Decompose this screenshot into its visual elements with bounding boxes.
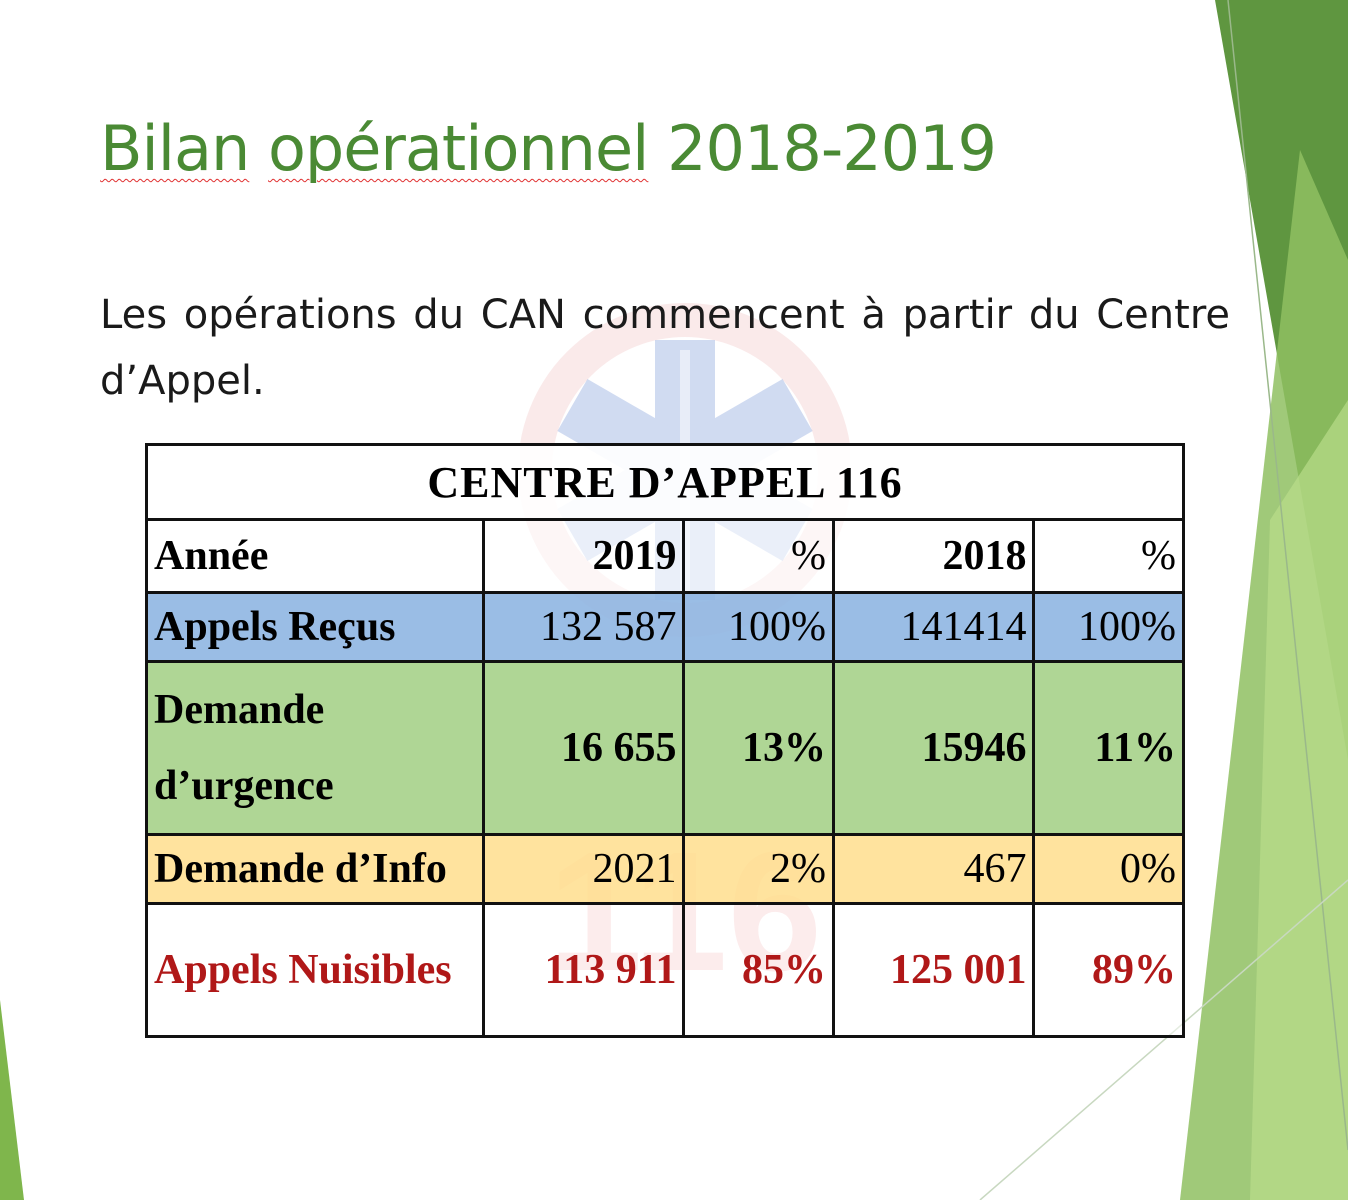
cell-percent-2018: 0% [1032,833,1185,905]
table-header-row: Année 2019 % 2018 % [145,518,1185,594]
label-line-2: d’urgence [154,763,334,809]
row-label-appels-nuisibles: Appels Nuisibles [145,902,485,1038]
cell-percent-2019: 85% [682,902,835,1038]
cell-value-2018: 467 [831,833,1036,905]
table-caption-row: CENTRE D’APPEL 116 [145,443,1185,521]
cell-percent-2019: 2% [682,833,835,905]
label-line-1: Demande [154,687,325,733]
cell-percent-2018: 100% [1032,591,1185,663]
header-percent-2019: % [682,518,835,594]
cell-value-2018: 125 001 [831,902,1036,1038]
cell-percent-2018: 89% [1032,902,1185,1038]
table-row: Appels Reçus 132 587 100% 141414 100% [145,591,1185,663]
table-row: Demande d’Info 2021 2% 467 0% [145,833,1185,905]
cell-value-2019: 132 587 [481,591,686,663]
title-word-operationnel: opérationnel [268,112,649,185]
cell-value-2018: 141414 [831,591,1036,663]
intro-paragraph: Les opérations du CAN commencent à parti… [100,292,1230,404]
table-row: Demande d’urgence 16 655 13% 15946 11% [145,660,1185,836]
right-pale-wedge [1250,400,1348,1200]
header-2018: 2018 [831,518,1036,594]
table-caption: CENTRE D’APPEL 116 [145,443,1185,521]
thin-diagonal-line [979,879,1348,1200]
row-label-appels-recus: Appels Reçus [145,591,485,663]
row-label-demande-urgence: Demande d’urgence [145,660,485,836]
cell-percent-2019: 100% [682,591,835,663]
row-label-demande-info: Demande d’Info [145,833,485,905]
cell-value-2018: 15946 [831,660,1036,836]
header-year-label: Année [145,518,485,594]
call-center-table: CENTRE D’APPEL 116 Année 2019 % 2018 % A… [145,443,1185,1038]
cell-percent-2018: 11% [1032,660,1185,836]
left-green-wedge [0,1000,24,1200]
cell-value-2019: 113 911 [481,902,686,1038]
title-word-bilan: Bilan [100,112,250,185]
header-2019: 2019 [481,518,686,594]
thin-diagonal-line [1227,0,1348,1151]
cell-value-2019: 16 655 [481,660,686,836]
cell-value-2019: 2021 [481,833,686,905]
header-percent-2018: % [1032,518,1185,594]
cell-percent-2019: 13% [682,660,835,836]
table-row: Appels Nuisibles 113 911 85% 125 001 89% [145,902,1185,1038]
title-years: 2018-2019 [667,112,997,185]
slide-title: Bilan opérationnel 2018-2019 [100,112,997,185]
